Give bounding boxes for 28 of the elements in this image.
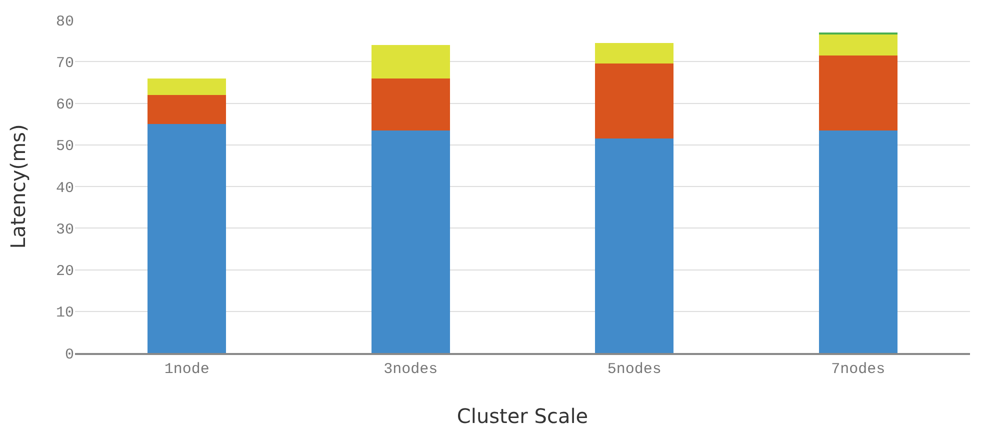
bar [371,130,450,353]
y-tick-label: 0 [64,346,74,364]
y-tick-label: 70 [56,54,74,72]
y-tick-label: 50 [56,138,74,156]
bar [148,94,226,124]
y-tick-label: 30 [56,221,74,238]
bar [595,42,674,64]
bar [371,44,450,78]
x-tick-label: 3nodes [384,361,438,378]
x-tick-label: 7nodes [831,361,886,378]
y-tick-label: 10 [56,304,74,322]
bar [818,55,898,130]
y-tick-label: 60 [56,96,74,114]
y-tick-label: 40 [56,180,74,197]
bar [148,124,226,353]
bar [818,130,898,353]
bar [595,64,674,139]
y-tick-label: 20 [56,263,74,280]
x-tick-label: 1node [164,361,210,378]
y-tick-label: 80 [56,13,74,30]
bar [818,34,898,56]
y-axis-title: Latency(ms) [6,124,30,249]
bar [148,78,226,95]
x-axis-title: Cluster Scale [456,404,588,428]
bar [371,78,450,130]
bar [818,32,898,35]
x-tick-label: 5nodes [607,361,662,378]
bar [595,138,674,353]
